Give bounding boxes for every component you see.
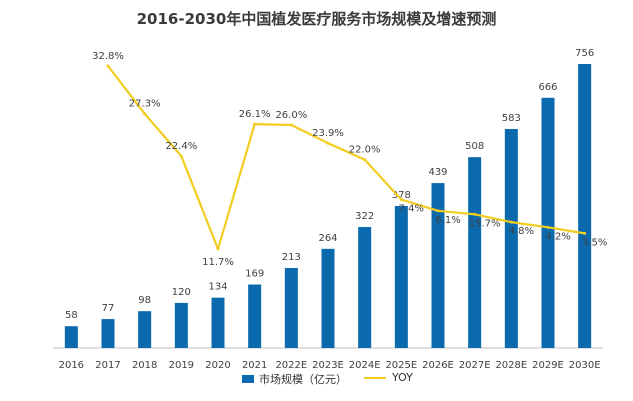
x-tick-label: 2024E: [349, 360, 381, 371]
yoy-value-label: 26.0%: [275, 110, 307, 121]
bar: [174, 302, 188, 348]
bar-value-label: 134: [208, 282, 227, 293]
bar: [321, 248, 335, 348]
bar: [541, 97, 555, 348]
x-tick-label: 2025E: [385, 360, 417, 371]
x-tick-label: 2016: [59, 360, 84, 371]
yoy-point: [253, 122, 257, 126]
bar-value-label: 58: [65, 310, 78, 321]
bar-value-label: 756: [575, 48, 594, 59]
yoy-point: [436, 209, 440, 213]
bar-value-label: 322: [355, 211, 374, 222]
bar-value-label: 666: [538, 82, 557, 93]
legend-label-bar: 市场规模（亿元）: [259, 373, 347, 386]
bar: [431, 183, 445, 348]
bar: [578, 64, 592, 348]
yoy-value-label: 15.7%: [469, 218, 501, 229]
yoy-point: [326, 141, 330, 145]
bar-value-label: 264: [318, 233, 337, 244]
yoy-line: [107, 65, 585, 251]
yoy-value-label: 32.8%: [92, 51, 124, 62]
yoy-value-label: 3.5%: [582, 237, 607, 248]
yoy-point: [546, 225, 550, 229]
x-tick-label: 2027E: [459, 360, 491, 371]
bar-value-label: 213: [282, 252, 301, 263]
yoy-point: [216, 247, 220, 251]
yoy-point: [473, 212, 477, 216]
legend-item-line: YOY: [364, 371, 413, 384]
bar-value-label: 120: [172, 287, 191, 298]
bar: [211, 297, 225, 348]
yoy-point: [106, 64, 110, 68]
x-tick-label: 2030E: [569, 360, 601, 371]
yoy-value-label: 27.3%: [129, 99, 161, 110]
x-tick-label: 2019: [169, 360, 194, 371]
legend: 市场规模（亿元） YOY: [0, 371, 633, 391]
x-tick-label: 2018: [132, 360, 157, 371]
legend-swatch-bar: [242, 375, 254, 383]
bar: [248, 284, 262, 348]
yoy-point: [583, 231, 587, 235]
yoy-point: [179, 154, 183, 158]
bar: [394, 206, 408, 348]
legend-label-line: YOY: [392, 371, 413, 384]
yoy-point: [143, 112, 147, 116]
yoy-value-label: 23.9%: [312, 128, 344, 139]
yoy-point: [363, 158, 367, 162]
x-tick-label: 2020: [205, 360, 230, 371]
bar: [358, 227, 372, 348]
bar-value-label: 378: [392, 190, 411, 201]
yoy-value-label: 26.1%: [239, 109, 271, 120]
yoy-value-label: 4.8%: [509, 226, 534, 237]
x-tick-label: 2022E: [275, 360, 307, 371]
yoy-point: [509, 220, 513, 224]
x-tick-label: 2017: [95, 360, 120, 371]
x-tick-label: 2026E: [422, 360, 454, 371]
bar: [468, 157, 482, 348]
yoy-value-label: 11.7%: [202, 257, 234, 268]
legend-swatch-line: [364, 376, 386, 379]
yoy-point: [289, 123, 293, 127]
yoy-value-label: 6.1%: [435, 215, 460, 226]
legend-item-bar: 市场规模（亿元）: [242, 371, 347, 387]
bar-value-label: 439: [428, 167, 447, 178]
yoy-value-label: 22.4%: [165, 141, 197, 152]
x-tick-label: 2023E: [312, 360, 344, 371]
x-tick-label: 2029E: [532, 360, 564, 371]
bar-value-label: 98: [138, 295, 151, 306]
bar-value-label: 583: [502, 113, 521, 124]
bar-value-label: 77: [102, 303, 115, 314]
yoy-point: [399, 198, 403, 202]
x-tick-label: 2021: [242, 360, 267, 371]
bar: [504, 128, 518, 348]
x-tick-label: 2028E: [495, 360, 527, 371]
bar-value-label: 508: [465, 141, 484, 152]
bar: [138, 311, 152, 348]
bar: [64, 326, 78, 348]
bar-value-label: 169: [245, 269, 264, 280]
bar: [284, 267, 298, 348]
bar: [101, 319, 115, 348]
chart-title: 2016-2030年中国植发医疗服务市场规模及增速预测: [136, 10, 497, 28]
yoy-value-label: 4.2%: [545, 231, 570, 242]
yoy-value-label: 7.4%: [399, 204, 424, 215]
yoy-value-label: 22.0%: [349, 145, 381, 156]
